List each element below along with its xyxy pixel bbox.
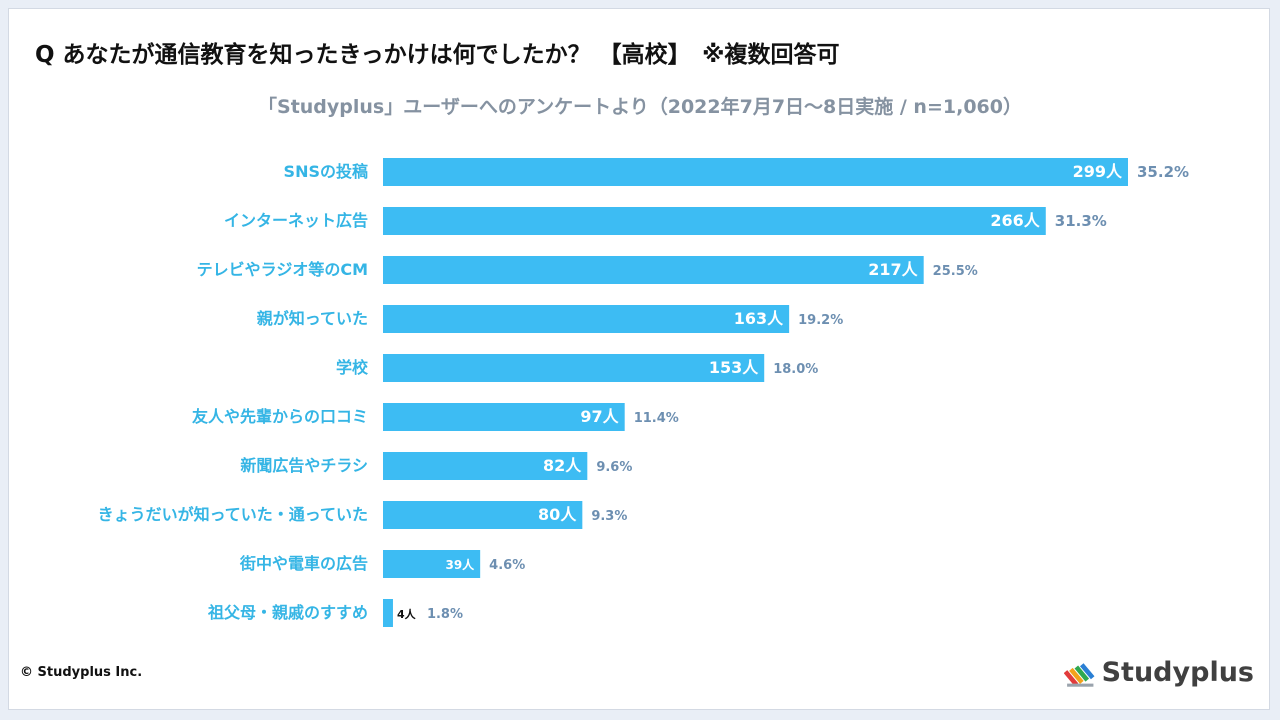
value-label: 217人	[868, 260, 918, 279]
category-label: 友人や先輩からの口コミ	[192, 407, 368, 426]
bar	[383, 158, 1128, 186]
bar	[383, 599, 393, 627]
value-label: 97人	[580, 407, 619, 426]
value-label: 80人	[538, 505, 577, 524]
percent-label: 4.6%	[489, 558, 525, 573]
category-label: テレビやラジオ等のCM	[197, 260, 368, 279]
percent-label: 31.3%	[1055, 212, 1107, 230]
chart-subtitle: 「Studyplus」ユーザーへのアンケートより（2022年7月7日〜8日実施 …	[258, 96, 1022, 118]
percent-label: 9.6%	[596, 460, 632, 475]
category-label: SNSの投稿	[284, 162, 368, 181]
bar	[383, 550, 481, 578]
bar	[383, 501, 583, 529]
value-label: 153人	[709, 358, 759, 377]
bar	[383, 256, 924, 284]
studyplus-logo-text: Studyplus	[1101, 656, 1254, 688]
percent-label: 18.0%	[773, 362, 818, 377]
category-label: 街中や電車の広告	[239, 554, 368, 573]
category-label: 学校	[336, 358, 369, 377]
copyright-text: © Studyplus Inc.	[20, 665, 143, 680]
bar	[383, 452, 588, 480]
value-label: 82人	[543, 456, 582, 475]
bar	[383, 403, 625, 431]
percent-label: 25.5%	[933, 264, 978, 279]
value-label: 39人	[445, 557, 475, 572]
value-label: 163人	[734, 309, 784, 328]
studyplus-logo: Studyplus	[1064, 648, 1254, 696]
value-label: 4人	[397, 607, 417, 621]
bar	[383, 305, 790, 333]
category-label: 新聞広告やチラシ	[240, 456, 368, 475]
value-label: 266人	[990, 211, 1040, 230]
percent-label: 35.2%	[1137, 163, 1189, 181]
studyplus-logo-icon	[1064, 663, 1095, 687]
bar	[383, 354, 765, 382]
category-label: きょうだいが知っていた・通っていた	[98, 505, 368, 524]
category-label: インターネット広告	[224, 211, 368, 230]
percent-label: 1.8%	[427, 607, 463, 622]
percent-label: 19.2%	[798, 313, 843, 328]
value-label: 299人	[1073, 162, 1123, 181]
percent-label: 9.3%	[591, 509, 627, 524]
percent-label: 11.4%	[634, 411, 679, 426]
bar	[383, 207, 1046, 235]
category-label: 親が知っていた	[257, 309, 368, 328]
chart-title: Q あなたが通信教育を知ったきっかけは何でしたか？ 【高校】 ※複数回答可	[35, 42, 840, 68]
category-label: 祖父母・親戚のすすめ	[207, 603, 368, 622]
